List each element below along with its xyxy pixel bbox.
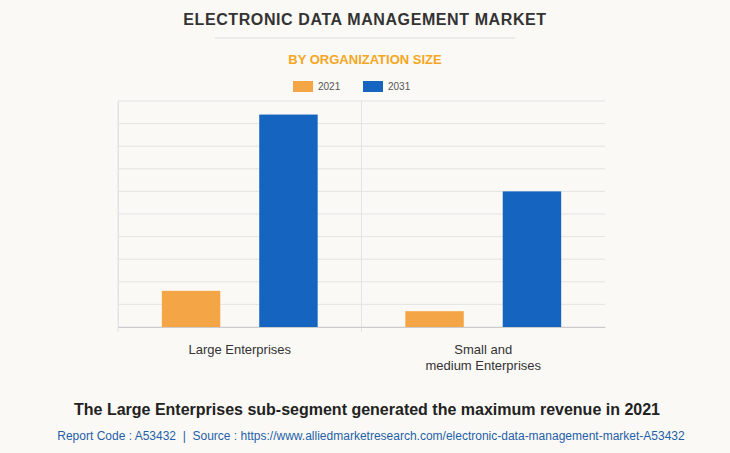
legend: 2021 2031 [293,81,411,92]
legend-swatch [363,81,383,92]
legend-label: 2021 [318,81,341,92]
legend-item: 2021 [293,81,341,92]
x-axis: Large Enterprises Small andmedium Enterpr… [119,327,606,373]
source: Report Code : A53432 | Source : https://… [57,429,685,443]
legend-swatch [293,81,313,92]
subtitle: BY ORGANIZATION SIZE [288,52,442,67]
chart: ELECTRONIC DATA MANAGEMENT MARKET BY ORGA… [0,0,730,453]
title-rule [215,38,515,39]
x-tick-label-line: Large Enterprises [188,342,291,357]
legend-label: 2031 [388,81,411,92]
x-tick-label-line: medium Enterprises [425,358,541,373]
y-axis [118,102,120,328]
grid [118,101,605,332]
bar [259,115,317,327]
y-axis-line [118,102,119,328]
bars [162,115,561,327]
legend-item: 2031 [363,81,411,92]
x-tick-label: Small andmedium Enterprises [425,342,541,373]
category-separator [361,101,362,332]
x-axis-line [119,327,606,328]
category-separator [118,101,119,332]
x-tick-label-line: Small and [454,342,512,357]
bar [503,191,561,327]
x-tick: Small andmedium Enterprises [425,327,541,373]
caption: The Large Enterprises sub-segment genera… [74,401,660,418]
bar [162,291,220,327]
x-tick-label: Large Enterprises [188,342,291,357]
x-tick: Large Enterprises [188,327,291,357]
background [0,0,730,453]
title: ELECTRONIC DATA MANAGEMENT MARKET [183,11,546,28]
bar [405,311,463,327]
